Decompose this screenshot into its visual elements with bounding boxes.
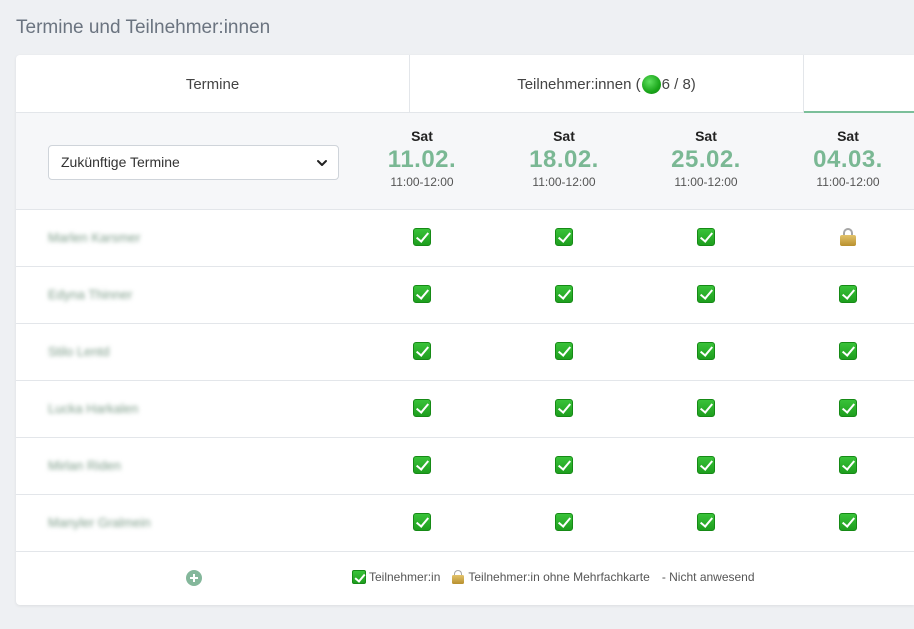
check-box-icon	[697, 513, 715, 531]
schedule-card: Termine Teilnehmer:innen ( 6 / 8) Zukünf…	[16, 55, 914, 605]
check-box-icon	[839, 342, 857, 360]
check-box-icon	[697, 456, 715, 474]
attendance-cell[interactable]	[413, 399, 433, 419]
attendance-cell[interactable]	[413, 285, 433, 305]
tab-teilnehmer[interactable]: Teilnehmer:innen ( 6 / 8)	[410, 55, 804, 113]
check-box-icon	[697, 399, 715, 417]
date-value: 04.03.	[813, 146, 883, 173]
attendance-cell[interactable]	[555, 456, 575, 476]
date-time: 11:00-12:00	[816, 175, 880, 189]
table-row: Stilo Lentd	[16, 324, 914, 381]
date-filter-value: Zukünftige Termine	[61, 154, 180, 170]
attendance-cell[interactable]	[839, 456, 859, 476]
date-value: 11.02.	[387, 146, 457, 173]
check-box-icon	[839, 285, 857, 303]
check-box-icon	[697, 285, 715, 303]
green-dot-icon	[641, 74, 661, 94]
date-dow: Sat	[837, 128, 859, 144]
check-box-icon	[413, 513, 431, 531]
legend-absent: - Nicht anwesend	[661, 570, 755, 584]
attendance-cell[interactable]	[839, 513, 859, 533]
lock-icon	[840, 228, 856, 246]
check-box-icon	[413, 399, 431, 417]
legend: Teilnehmer:in Teilnehmer:in ohne Mehrfac…	[352, 570, 755, 584]
attendance-cell[interactable]	[697, 513, 717, 533]
check-box-icon	[697, 342, 715, 360]
date-column-3: Sat 04.03. 11:00-12:00	[788, 127, 908, 189]
date-value: 25.02.	[671, 146, 741, 173]
date-dow: Sat	[695, 128, 717, 144]
tab-termine-label: Termine	[185, 75, 240, 93]
tab-active[interactable]	[804, 55, 914, 113]
date-time: 11:00-12:00	[674, 175, 738, 189]
attendance-cell[interactable]	[555, 285, 575, 305]
attendance-cell[interactable]	[697, 342, 717, 362]
attendance-cell[interactable]	[413, 342, 433, 362]
attendance-cell[interactable]	[555, 228, 575, 248]
check-box-icon	[697, 228, 715, 246]
participant-name[interactable]: Lucka Harkalen	[48, 401, 139, 416]
add-participant-button[interactable]	[186, 570, 202, 586]
date-time: 11:00-12:00	[390, 175, 454, 189]
participant-name[interactable]: Edyna Thinner	[48, 287, 133, 302]
attendance-cell[interactable]	[839, 228, 859, 248]
check-box-icon	[413, 285, 431, 303]
check-box-icon	[413, 228, 431, 246]
attendance-cell[interactable]	[839, 285, 859, 305]
check-box-icon	[555, 228, 573, 246]
tab-bar: Termine Teilnehmer:innen ( 6 / 8)	[16, 55, 914, 113]
tab-teilnehmer-count: 6 / 8)	[661, 75, 696, 93]
table-row: Marlen Karsmer	[16, 210, 914, 267]
tab-teilnehmer-label: Teilnehmer:innen (	[517, 75, 641, 93]
date-dow: Sat	[553, 128, 575, 144]
date-dow: Sat	[411, 128, 433, 144]
check-box-icon	[352, 570, 366, 584]
attendance-cell[interactable]	[697, 228, 717, 248]
table-row: Manyler Gralmein	[16, 495, 914, 552]
table-footer: Teilnehmer:in Teilnehmer:in ohne Mehrfac…	[16, 552, 914, 605]
check-box-icon	[839, 513, 857, 531]
table-row: Edyna Thinner	[16, 267, 914, 324]
participant-name[interactable]: Stilo Lentd	[48, 344, 110, 359]
check-box-icon	[839, 399, 857, 417]
attendance-cell[interactable]	[697, 456, 717, 476]
check-box-icon	[839, 456, 857, 474]
date-column-2: Sat 25.02. 11:00-12:00	[646, 127, 766, 189]
check-box-icon	[413, 456, 431, 474]
check-box-icon	[555, 399, 573, 417]
attendance-cell[interactable]	[555, 513, 575, 533]
date-time: 11:00-12:00	[532, 175, 596, 189]
date-column-1: Sat 18.02. 11:00-12:00	[504, 127, 624, 189]
check-box-icon	[555, 513, 573, 531]
tab-termine[interactable]: Termine	[16, 55, 410, 113]
table-row: Lucka Harkalen	[16, 381, 914, 438]
legend-participant: Teilnehmer:in	[369, 570, 441, 584]
attendance-cell[interactable]	[413, 228, 433, 248]
attendance-cell[interactable]	[839, 342, 859, 362]
lock-icon	[452, 570, 465, 584]
date-value: 18.02.	[529, 146, 599, 173]
legend-participant-no-card: Teilnehmer:in ohne Mehrfachkarte	[468, 570, 650, 584]
date-header-row: Zukünftige Termine Sat 11.02. 11:00-12:00 S…	[16, 113, 914, 210]
check-box-icon	[413, 342, 431, 360]
table-row: Mirlan Riden	[16, 438, 914, 495]
attendance-cell[interactable]	[413, 456, 433, 476]
check-box-icon	[555, 342, 573, 360]
participant-name[interactable]: Marlen Karsmer	[48, 230, 141, 245]
check-box-icon	[555, 285, 573, 303]
attendance-cell[interactable]	[839, 399, 859, 419]
attendance-cell[interactable]	[413, 513, 433, 533]
attendance-cell[interactable]	[697, 399, 717, 419]
date-column-0: Sat 11.02. 11:00-12:00	[362, 127, 482, 189]
participant-name[interactable]: Manyler Gralmein	[48, 515, 151, 530]
check-box-icon	[555, 456, 573, 474]
date-filter-select[interactable]: Zukünftige Termine	[48, 145, 339, 180]
participant-name[interactable]: Mirlan Riden	[48, 458, 121, 473]
attendance-cell[interactable]	[555, 342, 575, 362]
chevron-down-icon	[317, 160, 327, 166]
page-title: Termine und Teilnehmer:innen	[16, 17, 271, 38]
attendance-cell[interactable]	[697, 285, 717, 305]
attendance-cell[interactable]	[555, 399, 575, 419]
